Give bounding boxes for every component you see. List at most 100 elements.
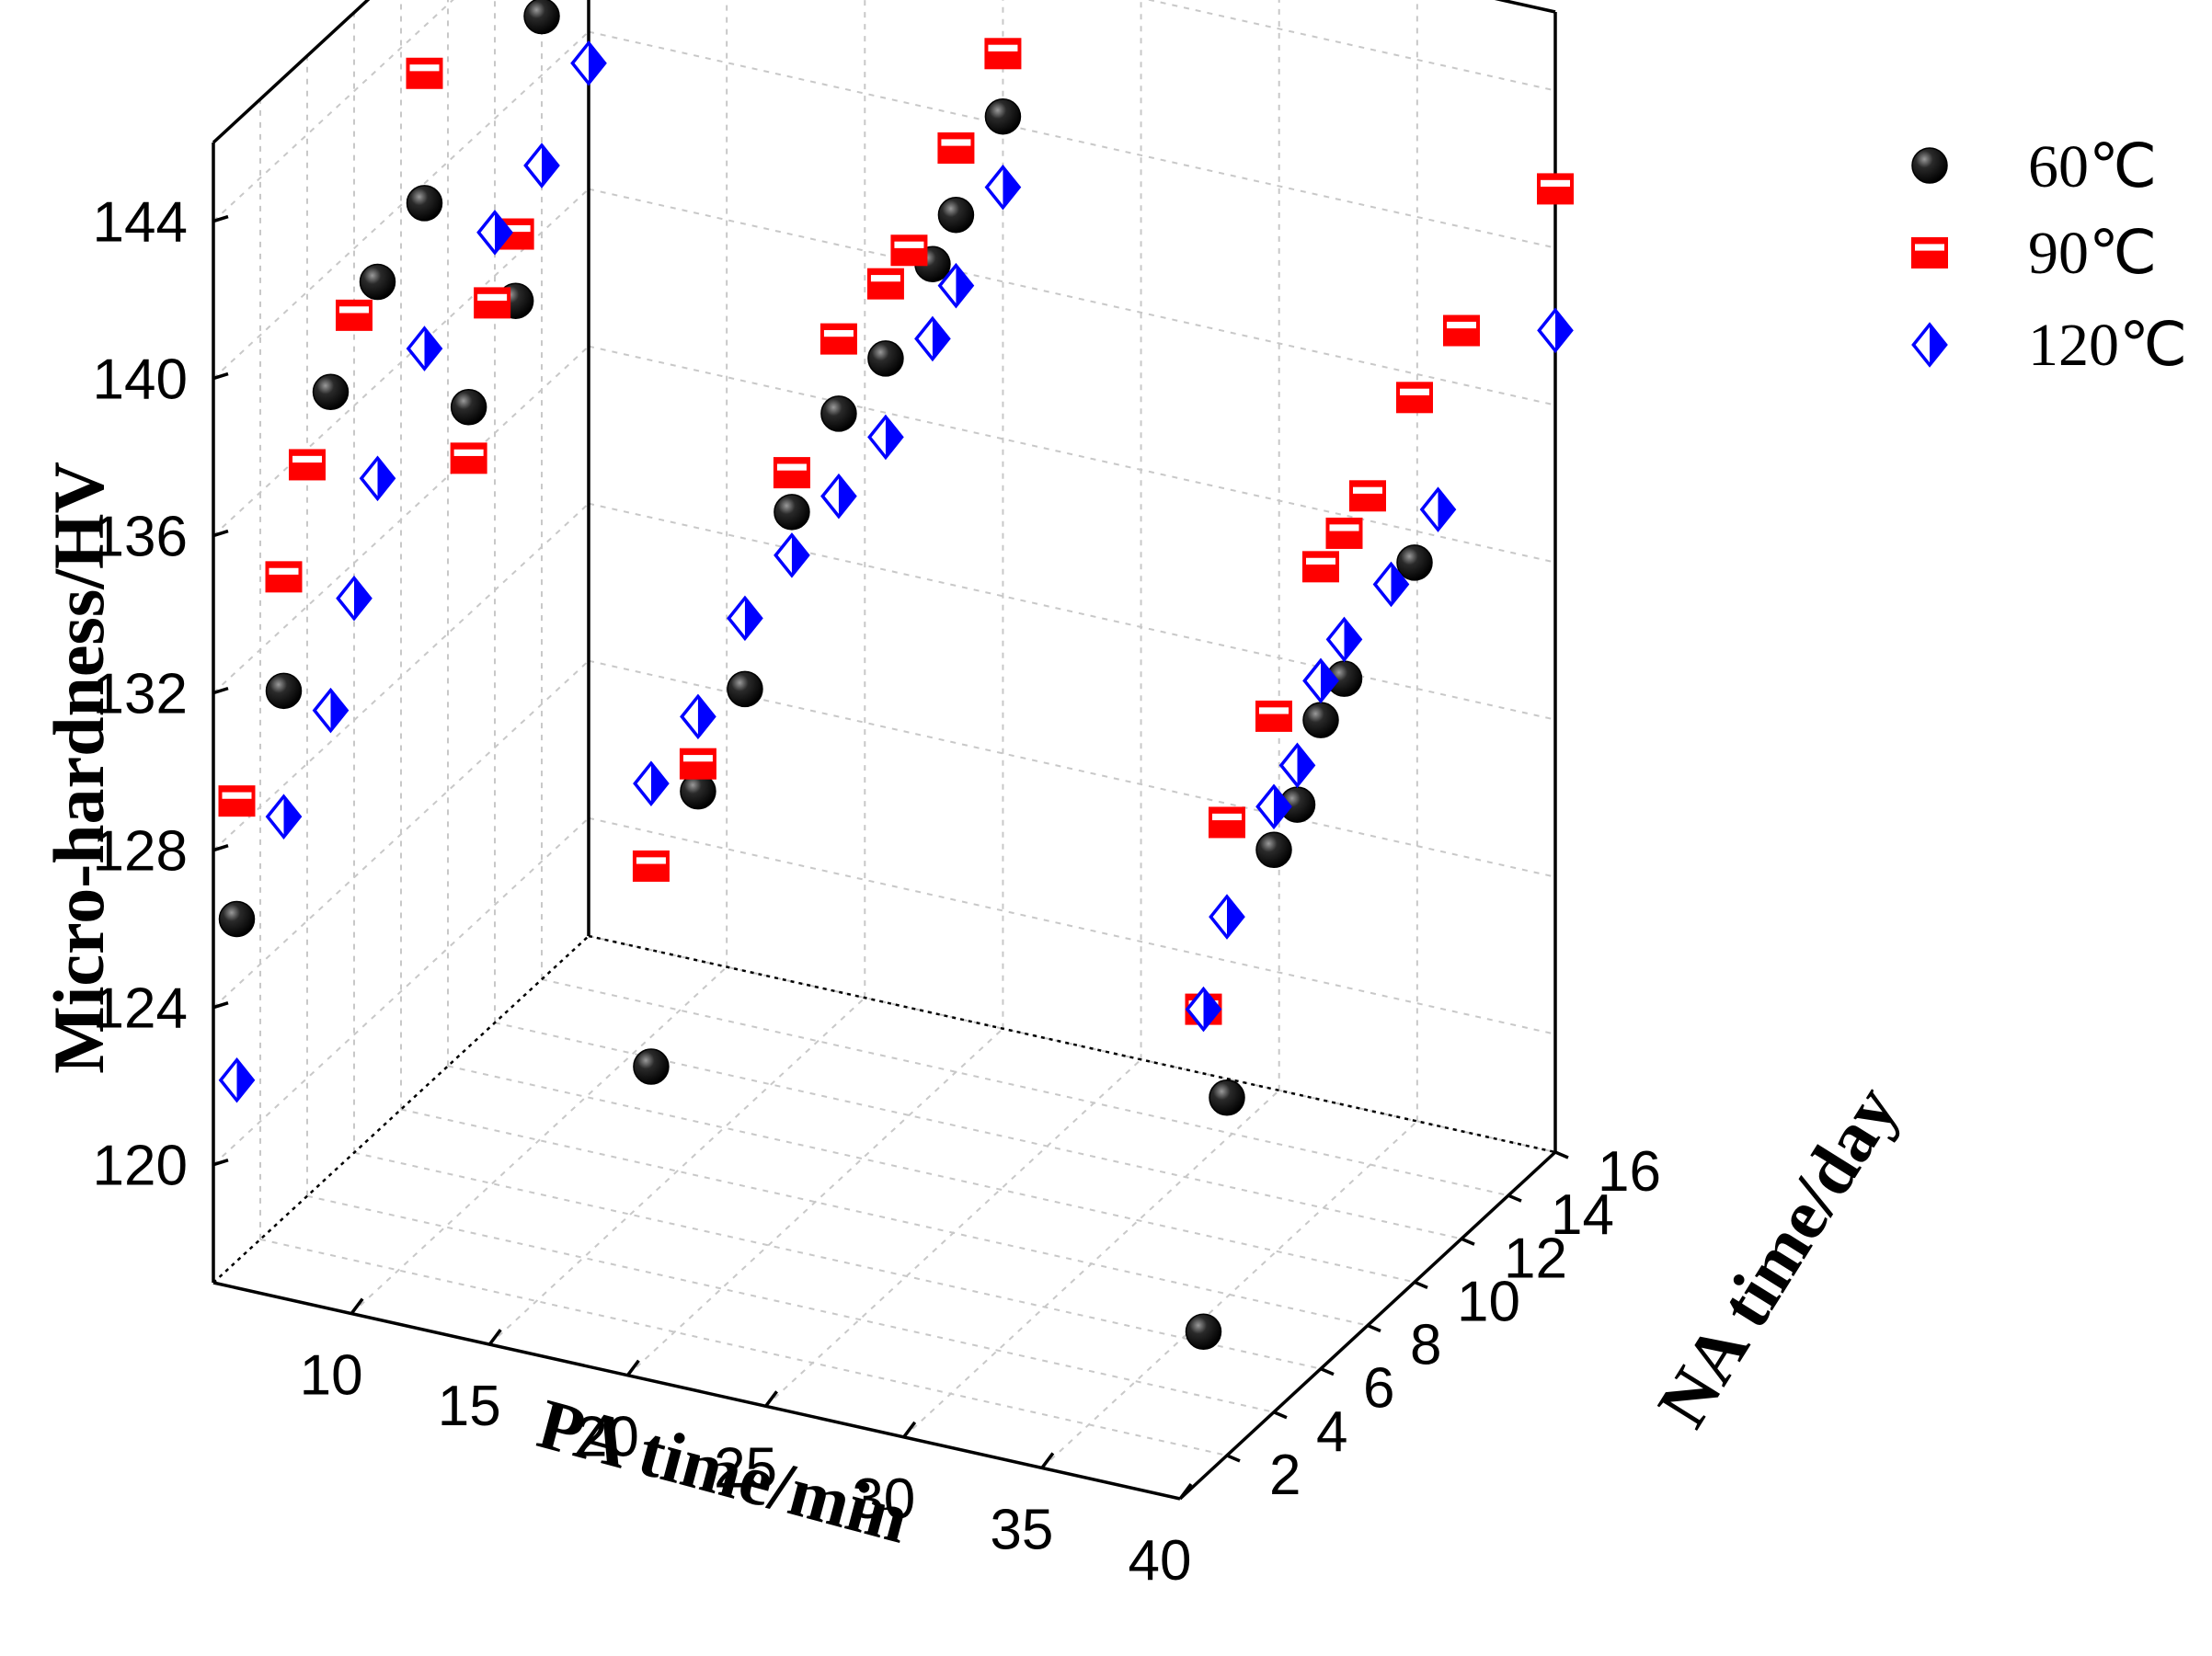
data-point — [450, 389, 487, 426]
legend-label-60c: 60℃ — [2028, 133, 2157, 200]
data-point — [1209, 806, 1245, 839]
data-point — [265, 561, 303, 593]
legend-marker-90c — [1911, 237, 1948, 268]
data-point — [1419, 486, 1457, 532]
legend-item-60c: 60℃ — [1911, 133, 2157, 200]
data-point — [476, 210, 513, 256]
z-tick-label: 120 — [93, 1135, 188, 1198]
y-tick — [1461, 1237, 1475, 1246]
legend-item-90c: 90℃ — [1911, 220, 2157, 287]
data-point — [312, 373, 350, 411]
data-point — [218, 900, 256, 938]
data-point — [890, 234, 928, 267]
data-point — [1443, 314, 1480, 347]
grid-line — [494, 1022, 1462, 1240]
data-point — [570, 40, 607, 86]
data-point — [1302, 657, 1339, 704]
z-tick — [212, 686, 229, 695]
series-120℃ — [218, 40, 1574, 1103]
data-point — [1278, 742, 1316, 789]
y-tick-label: 16 — [1598, 1140, 1661, 1204]
grid-line — [588, 659, 1556, 878]
data-point — [312, 687, 350, 734]
grid-line — [488, 997, 865, 1345]
data-point — [1537, 307, 1574, 354]
data-point — [632, 850, 670, 882]
x-tick-label: 10 — [300, 1344, 363, 1408]
grid-line — [588, 935, 1556, 1153]
grid-line — [588, 345, 1556, 564]
data-point — [523, 0, 560, 35]
grid-line — [588, 188, 1556, 406]
z-tick — [212, 214, 229, 223]
grid-line — [400, 1108, 1369, 1327]
y-tick-label: 4 — [1316, 1400, 1347, 1464]
z-tick — [212, 843, 229, 852]
data-point — [819, 323, 857, 355]
grid-line — [588, 817, 1556, 1035]
x-tick — [902, 1421, 917, 1438]
y-tick-label: 10 — [1457, 1270, 1520, 1333]
x-tick — [350, 1297, 364, 1315]
grid-line — [447, 1065, 1415, 1284]
data-point — [1537, 173, 1574, 205]
legend-label-120c: 120℃ — [2028, 312, 2187, 379]
data-points — [218, 0, 1574, 1350]
y-tick — [1226, 1454, 1241, 1463]
frame-edge — [212, 0, 371, 144]
data-point — [820, 395, 857, 432]
y-tick-label: 14 — [1551, 1183, 1614, 1247]
data-point — [727, 595, 763, 642]
data-point — [406, 185, 443, 222]
data-point — [406, 57, 443, 89]
data-point — [984, 164, 1022, 211]
z-tick-label: 136 — [93, 506, 188, 569]
x-tick-label: 25 — [714, 1436, 777, 1500]
z-tick-label: 124 — [93, 977, 188, 1041]
y-tick-label: 2 — [1269, 1444, 1301, 1507]
z-tick — [212, 529, 229, 538]
y-tick — [1273, 1410, 1288, 1420]
data-point — [633, 760, 670, 806]
data-point — [937, 132, 975, 165]
y-tick — [1367, 1323, 1381, 1333]
x-tick-label: 35 — [990, 1498, 1053, 1561]
y-tick — [1414, 1280, 1428, 1289]
grid-line — [350, 965, 728, 1315]
legend-marker-60c — [1911, 147, 1948, 184]
data-point — [1185, 986, 1222, 1033]
data-point — [359, 263, 396, 301]
data-point — [774, 494, 810, 531]
data-point — [289, 449, 326, 481]
y-tick-label: 6 — [1363, 1357, 1394, 1421]
data-point — [359, 455, 396, 502]
x-axis-title: PA time/min — [530, 1383, 917, 1559]
data-point — [1209, 1079, 1245, 1116]
plot-box-frame — [212, 0, 1557, 1501]
data-point — [867, 414, 904, 461]
data-point — [1255, 700, 1292, 732]
z-tick — [212, 1001, 229, 1010]
legend-label-90c: 90℃ — [2028, 220, 2157, 287]
grid-line — [588, 30, 1556, 249]
data-point — [914, 315, 951, 362]
z-tick-label: 128 — [93, 820, 188, 884]
grid-line — [1145, 0, 1556, 92]
data-point — [774, 532, 810, 578]
data-point — [1185, 1313, 1222, 1350]
data-point — [474, 287, 511, 319]
series-90℃ — [218, 38, 1574, 1025]
x-tick-label: 20 — [576, 1406, 639, 1469]
data-point — [984, 38, 1022, 70]
data-point — [1209, 894, 1245, 940]
y-tick — [1507, 1193, 1522, 1203]
data-point — [937, 196, 975, 234]
grid-line — [212, 817, 590, 1166]
z-axis-title: Micro-hardness/HV — [39, 462, 119, 1074]
x-tick — [1178, 1482, 1193, 1501]
data-point — [1255, 783, 1292, 830]
x-tick — [764, 1390, 778, 1408]
data-point — [1396, 544, 1433, 581]
legend-marker-shape — [1911, 237, 1948, 268]
